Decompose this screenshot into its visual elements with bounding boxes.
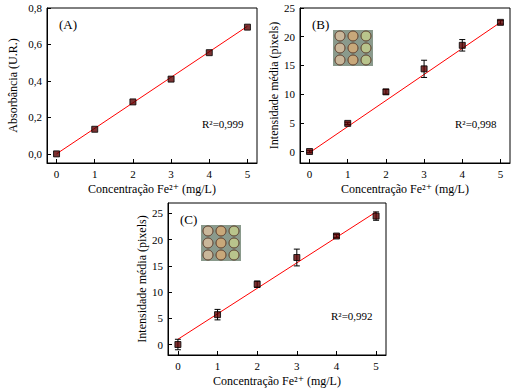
svg-text:5: 5: [245, 168, 251, 180]
svg-text:25: 25: [284, 2, 296, 14]
svg-text:(B): (B): [312, 17, 329, 32]
svg-text:3: 3: [294, 360, 300, 372]
svg-text:5: 5: [373, 360, 379, 372]
svg-text:20: 20: [152, 234, 164, 246]
svg-text:0: 0: [290, 146, 296, 158]
svg-text:3: 3: [421, 168, 427, 180]
svg-text:Intensidade média (pixels): Intensidade média (pixels): [267, 22, 281, 149]
svg-text:(C): (C): [180, 212, 197, 227]
svg-text:2: 2: [130, 168, 136, 180]
svg-text:R²=0,998: R²=0,998: [455, 118, 497, 130]
svg-text:4: 4: [207, 168, 213, 180]
svg-text:15: 15: [284, 59, 296, 71]
svg-text:2: 2: [383, 168, 389, 180]
svg-text:0: 0: [158, 339, 164, 351]
svg-text:1: 1: [215, 360, 221, 372]
svg-text:2: 2: [254, 360, 260, 372]
svg-text:0: 0: [307, 168, 313, 180]
svg-text:10: 10: [152, 286, 164, 298]
svg-text:25: 25: [152, 207, 164, 219]
svg-text:5: 5: [290, 117, 296, 129]
svg-text:15: 15: [152, 260, 164, 272]
svg-text:(A): (A): [59, 17, 77, 32]
svg-text:0: 0: [175, 360, 181, 372]
svg-text:20: 20: [284, 31, 296, 43]
svg-text:4: 4: [460, 168, 466, 180]
svg-text:5: 5: [498, 168, 504, 180]
svg-text:1: 1: [92, 168, 98, 180]
svg-text:R²=0,999: R²=0,999: [202, 118, 244, 130]
svg-text:Concentração Fe²⁺ (mg/L): Concentração Fe²⁺ (mg/L): [341, 182, 469, 196]
svg-text:5: 5: [158, 312, 164, 324]
svg-text:R²=0,992: R²=0,992: [331, 310, 373, 322]
svg-text:Intensidade média (pixels): Intensidade média (pixels): [135, 215, 149, 342]
svg-text:Absorbância (U.R.): Absorbância (U.R.): [6, 38, 20, 132]
svg-text:1: 1: [345, 168, 351, 180]
svg-text:0,8: 0,8: [28, 2, 42, 14]
svg-text:Concentração Fe²⁺ (mg/L): Concentração Fe²⁺ (mg/L): [88, 182, 216, 196]
svg-text:0,6: 0,6: [28, 38, 42, 50]
svg-text:0,0: 0,0: [28, 148, 42, 160]
svg-text:Concentração Fe²⁺ (mg/L): Concentração Fe²⁺ (mg/L): [213, 374, 341, 388]
svg-text:10: 10: [284, 88, 296, 100]
svg-text:4: 4: [334, 360, 340, 372]
svg-text:3: 3: [168, 168, 174, 180]
svg-text:0,4: 0,4: [28, 75, 42, 87]
svg-text:0,2: 0,2: [28, 111, 42, 123]
svg-text:0: 0: [54, 168, 60, 180]
